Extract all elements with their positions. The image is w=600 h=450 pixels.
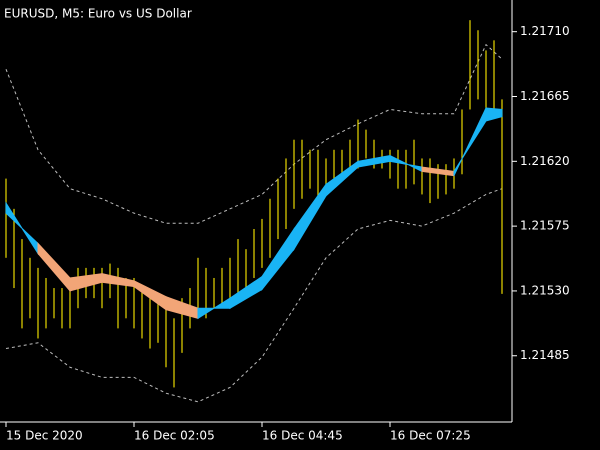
x-tick-label: 15 Dec 2020 [6,429,83,443]
lower-envelope [5,188,503,403]
y-tick-label: 1.21710 [520,24,570,38]
ma-cloud [485,107,503,122]
y-tick-label: 1.21575 [520,219,570,233]
y-tick-label: 1.21620 [520,154,570,168]
x-tick-label: 16 Dec 07:25 [390,429,471,443]
y-tick-label: 1.21485 [520,348,570,362]
chart-title: EURUSD, M5: Euro vs US Dollar [4,7,192,21]
y-tick-label: 1.21530 [520,283,570,297]
y-tick-label: 1.21665 [520,89,570,103]
x-tick-label: 16 Dec 02:05 [134,429,215,443]
x-tick-label: 16 Dec 04:45 [262,429,343,443]
